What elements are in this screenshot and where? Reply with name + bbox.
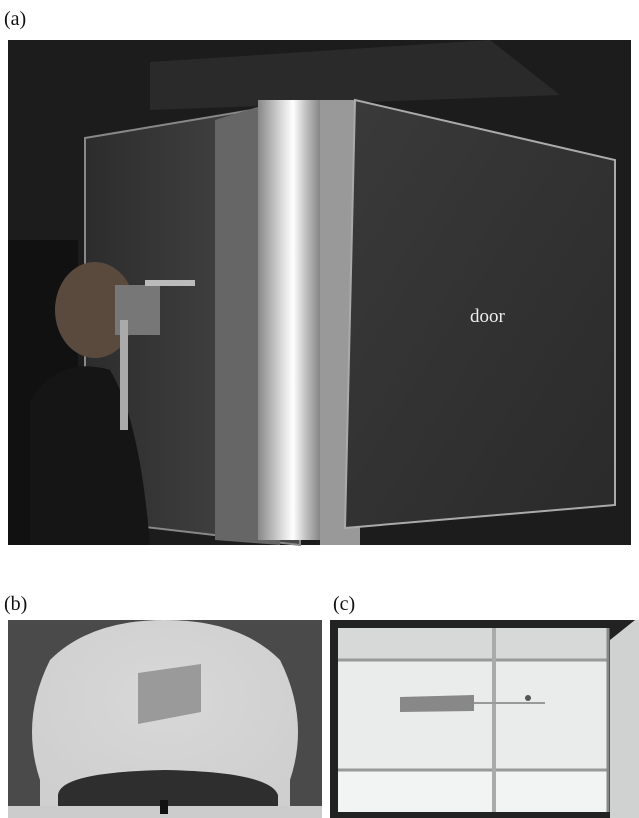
panel-label: (a) xyxy=(4,8,26,30)
panel-label: (c) xyxy=(333,593,355,615)
panel-label: (b) xyxy=(4,593,27,615)
photo-a: door xyxy=(8,40,631,547)
photo-b xyxy=(8,620,322,818)
annotation: door xyxy=(470,306,506,327)
photo-c xyxy=(330,620,639,818)
